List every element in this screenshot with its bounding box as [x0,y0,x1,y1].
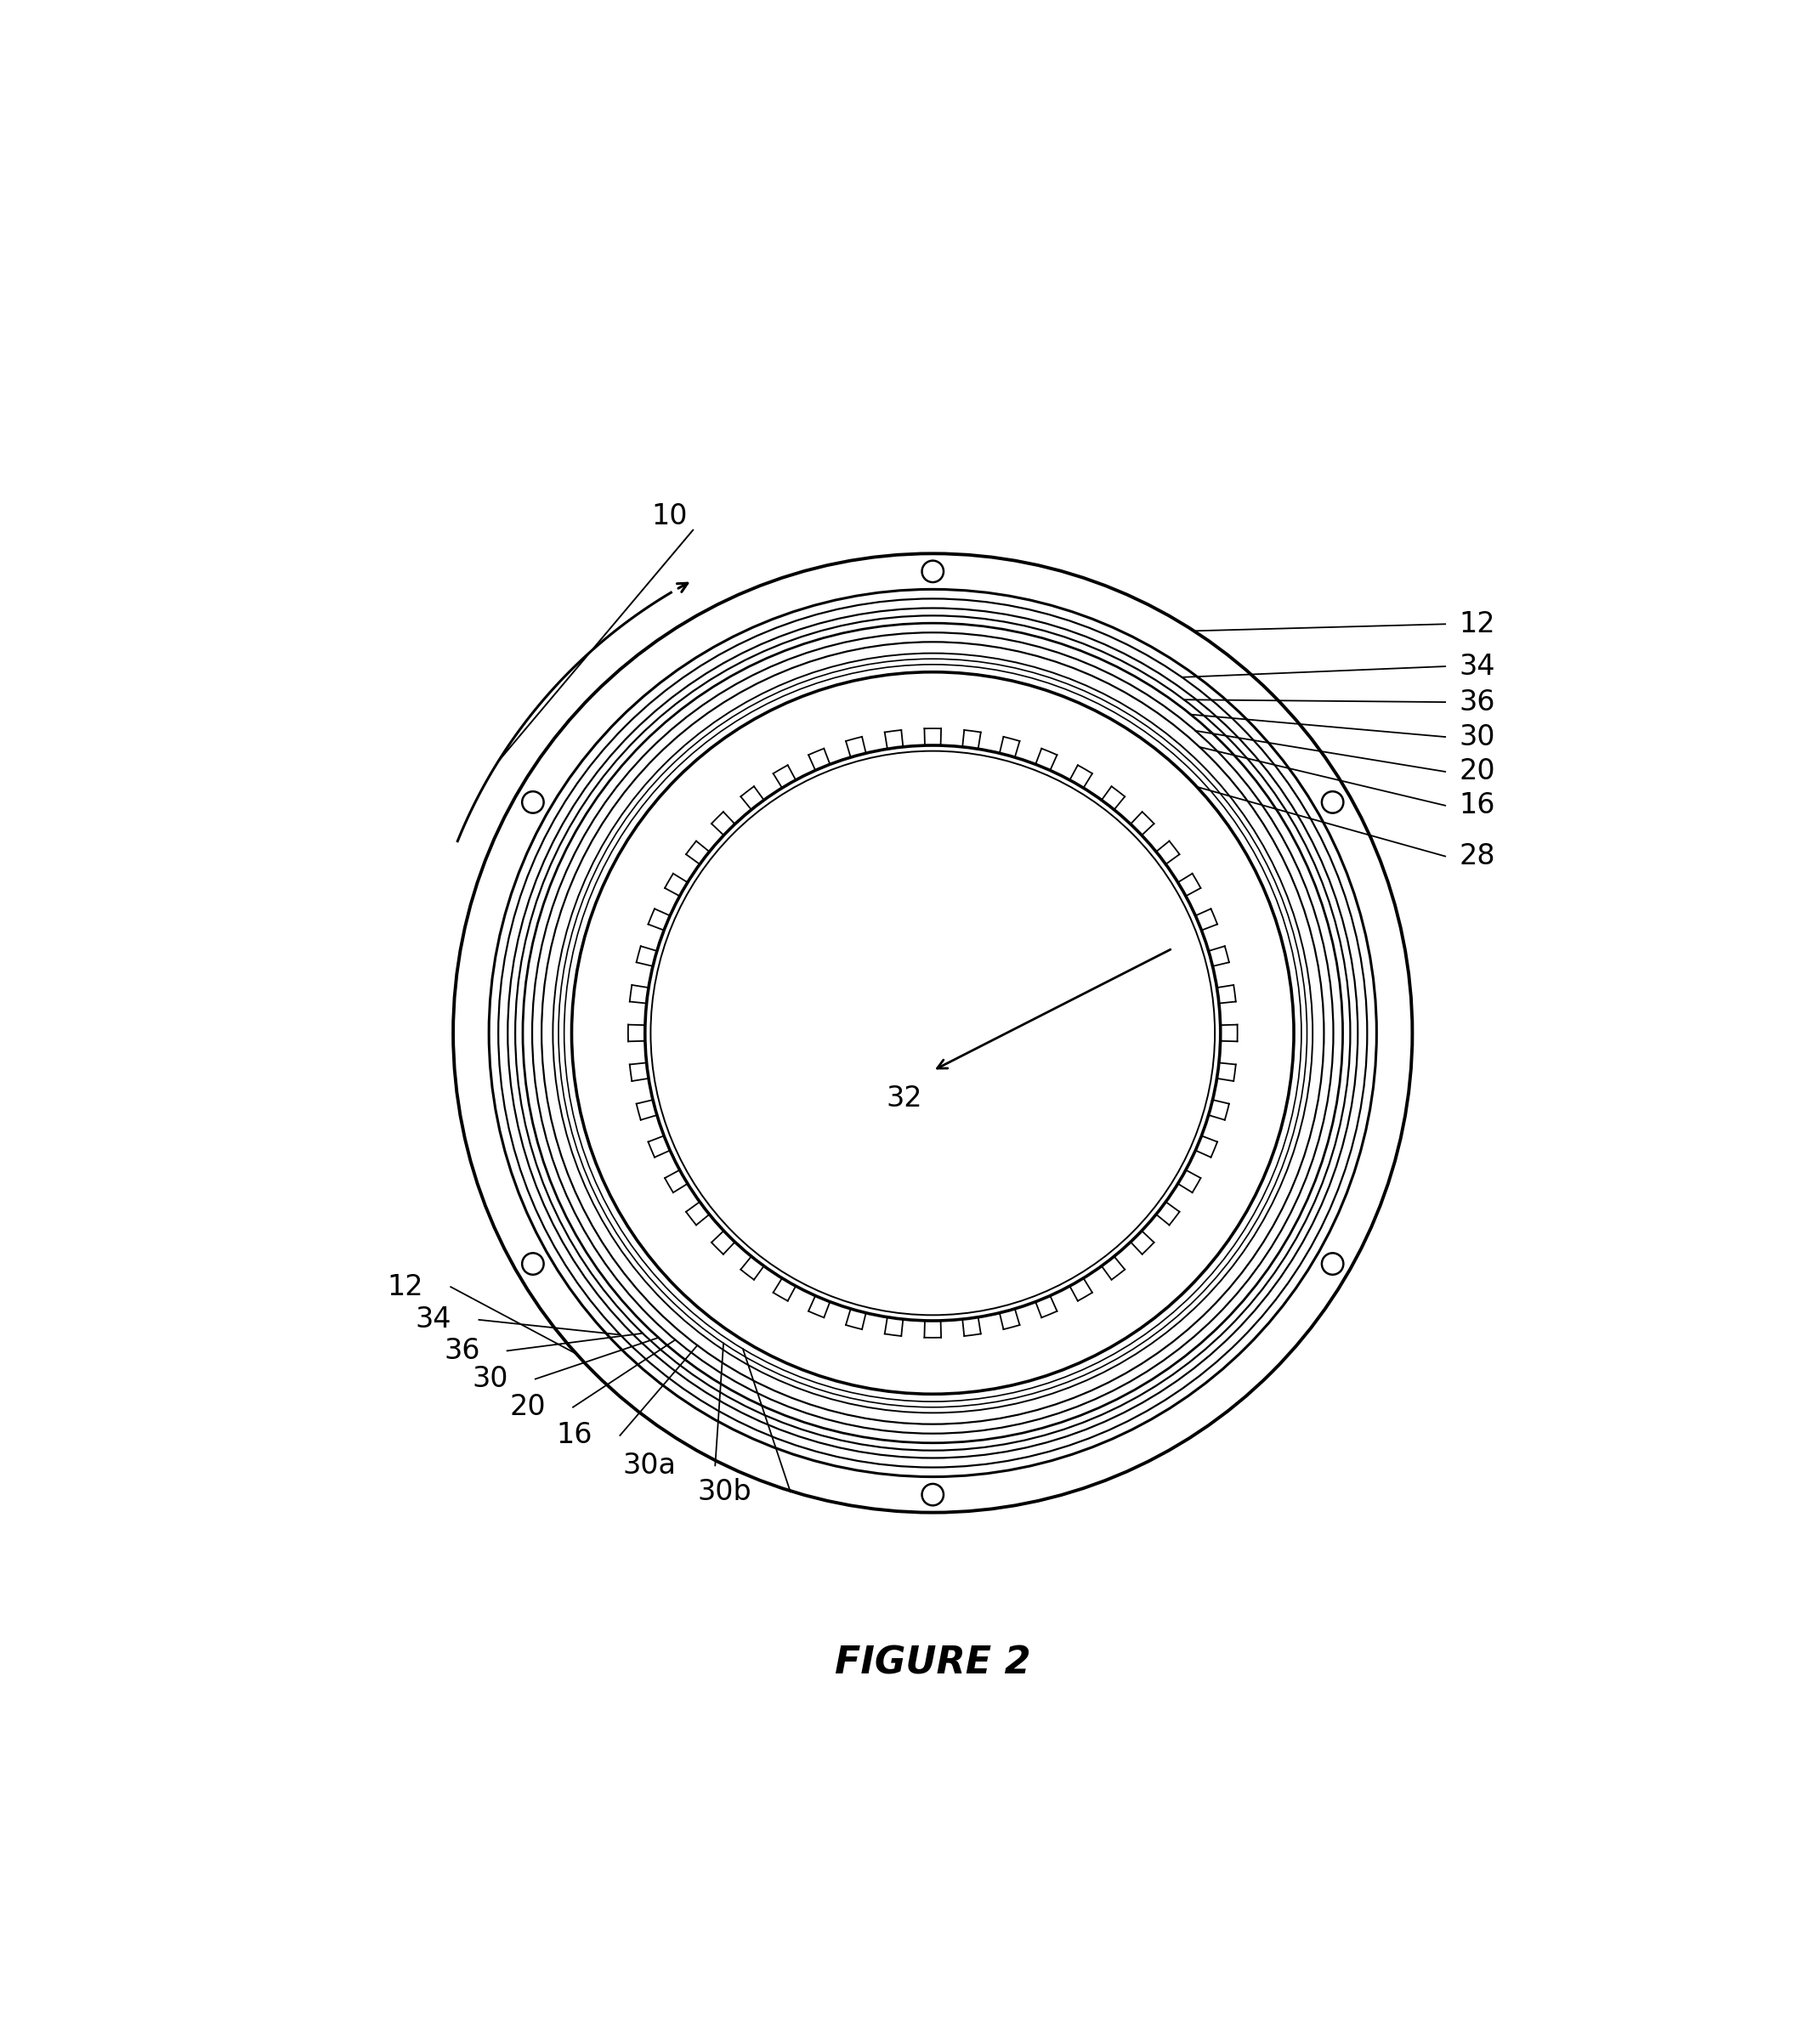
Text: 34: 34 [415,1305,451,1334]
Text: 28: 28 [1460,843,1496,870]
Text: 36: 36 [444,1336,480,1364]
Text: 36: 36 [1460,687,1496,716]
Text: 34: 34 [1460,653,1496,681]
Text: 32: 32 [886,1084,923,1113]
Text: 12: 12 [388,1273,424,1301]
Text: 30: 30 [1460,724,1496,750]
Text: 20: 20 [510,1393,546,1421]
Text: 16: 16 [1460,791,1496,819]
Text: 10: 10 [652,503,688,529]
Text: 20: 20 [1460,758,1496,786]
Text: 30a: 30a [622,1451,675,1480]
Text: 30: 30 [471,1364,508,1393]
Text: FIGURE 2: FIGURE 2 [835,1644,1030,1680]
Text: 12: 12 [1460,610,1496,639]
Text: 16: 16 [557,1421,593,1449]
Text: 30b: 30b [697,1478,752,1506]
